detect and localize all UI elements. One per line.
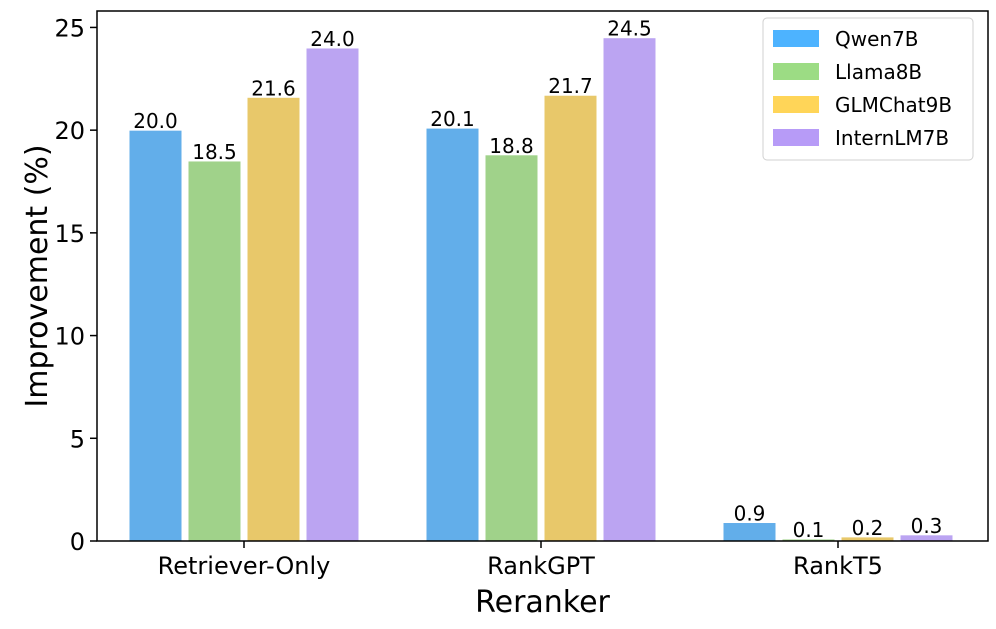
data-labels-group: 20.0 18.5 21.6 24.0 20.1 18.8 21.7 24.5 0.9 0.1 0.… (133, 17, 942, 542)
data-label: 24.5 (607, 17, 652, 41)
bar-llama8b-rankgpt (484, 154, 539, 542)
data-label: 0.9 (734, 502, 766, 526)
data-label: 21.6 (251, 76, 296, 100)
legend-box (762, 17, 974, 161)
bar-glmchat9b-retriever-only (246, 96, 301, 542)
data-label: 20.0 (133, 109, 178, 133)
legend-label: Qwen7B (835, 27, 919, 51)
legend-swatch (773, 63, 819, 80)
y-axis-title: Improvement (%) (20, 144, 55, 407)
bar-internlm7b-retriever-only (305, 47, 360, 542)
data-label: 0.1 (793, 518, 825, 542)
data-label: 18.5 (192, 140, 237, 164)
legend-label: Llama8B (835, 60, 922, 84)
y-tick-label: 25 (54, 14, 85, 42)
x-tick-label: RankGPT (487, 552, 595, 580)
x-axis-title: Reranker (475, 585, 610, 620)
legend-label: InternLM7B (835, 126, 949, 150)
bars-group (128, 37, 954, 542)
bar-qwen7b-rankgpt (425, 127, 480, 542)
y-tick-label: 0 (70, 528, 85, 556)
y-tick-label: 10 (54, 323, 85, 351)
y-tick-label: 5 (70, 425, 85, 453)
legend: Qwen7B Llama8B GLMChat9B InternLM7B (762, 17, 974, 161)
x-axis: Retriever-Only RankGPT RankT5 (158, 541, 883, 580)
x-tick-label: Retriever-Only (158, 552, 331, 580)
legend-swatch (773, 96, 819, 113)
data-label: 0.2 (852, 516, 884, 540)
plot-frame (96, 10, 989, 542)
bar-llama8b-retriever-only (187, 160, 242, 542)
legend-label: GLMChat9B (835, 93, 952, 117)
bar-glmchat9b-rankgpt (543, 94, 598, 542)
y-tick-label: 15 (54, 220, 85, 248)
data-label: 20.1 (430, 107, 475, 131)
legend-swatch (773, 30, 819, 47)
y-tick-label: 20 (54, 117, 85, 145)
data-label: 0.3 (911, 514, 943, 538)
data-label: 18.8 (489, 134, 534, 158)
bar-internlm7b-rankgpt (602, 37, 657, 542)
bar-qwen7b-retriever-only (128, 129, 183, 542)
data-label: 24.0 (310, 27, 355, 51)
data-label: 21.7 (548, 74, 593, 98)
y-axis: 0 5 10 15 20 25 (54, 14, 97, 556)
legend-swatch (773, 129, 819, 146)
x-tick-label: RankT5 (793, 552, 883, 580)
